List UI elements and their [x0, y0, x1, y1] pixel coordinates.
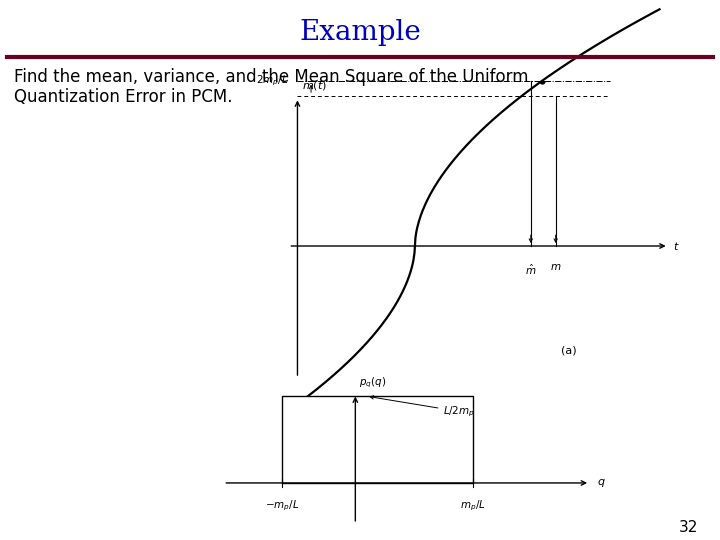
Text: $q$: $q$: [598, 477, 606, 489]
Text: $L/2m_p$: $L/2m_p$: [370, 396, 475, 418]
Text: $2m_p/L$: $2m_p/L$: [256, 73, 289, 88]
Text: 32: 32: [679, 519, 698, 535]
Text: Find the mean, variance, and the Mean Square of the Uniform
Quantization Error i: Find the mean, variance, and the Mean Sq…: [14, 68, 529, 106]
Text: $m$: $m$: [550, 262, 562, 273]
Text: $m(t)$: $m(t)$: [302, 79, 327, 92]
Text: Example: Example: [299, 19, 421, 46]
Text: $t$: $t$: [673, 240, 680, 252]
Text: $\hat{m}$: $\hat{m}$: [525, 262, 536, 277]
Bar: [282, 396, 472, 483]
Text: $p_q(q)$: $p_q(q)$: [359, 375, 386, 390]
Text: (a): (a): [561, 346, 577, 355]
Text: $m_p/L$: $m_p/L$: [460, 498, 485, 512]
Text: $-m_p/L$: $-m_p/L$: [265, 498, 300, 512]
